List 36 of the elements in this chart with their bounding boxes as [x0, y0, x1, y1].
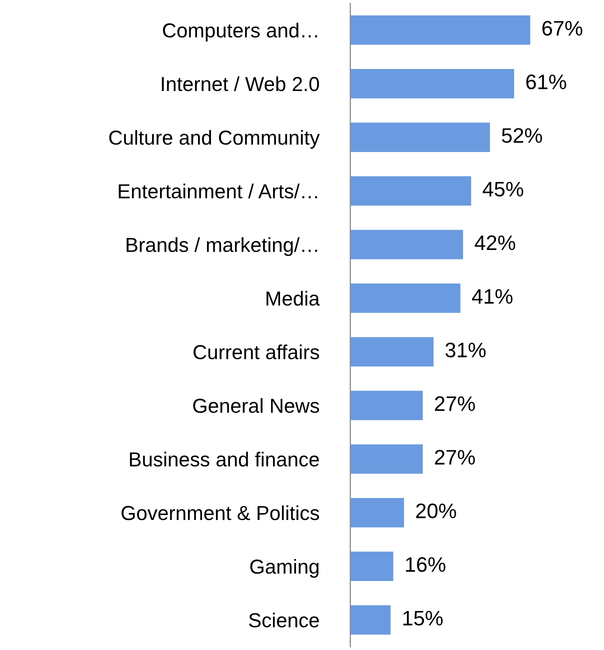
y-tick-label: Media — [266, 290, 320, 306]
y-tick-label: Computers and… — [162, 22, 318, 42]
bar — [350, 337, 434, 367]
y-tick-label: Current affairs — [194, 344, 320, 360]
data-label: 42% — [474, 235, 516, 250]
y-tick-label: Culture and Community — [109, 130, 320, 149]
data-label: 27% — [434, 450, 475, 465]
bar — [350, 176, 472, 206]
bar — [350, 605, 391, 635]
data-label: 45% — [482, 182, 524, 197]
y-tick-label: Business and finance — [130, 452, 319, 467]
bar — [350, 552, 394, 582]
bar — [350, 230, 464, 260]
y-tick-label: Gaming — [250, 559, 318, 578]
data-label: 61% — [526, 74, 566, 90]
y-tick-label: Government & Politics — [122, 505, 320, 520]
data-label: 31% — [445, 342, 486, 358]
data-label: 52% — [502, 128, 542, 143]
y-tick-label: Entertainment / Arts/… — [118, 184, 318, 198]
bar — [350, 68, 514, 98]
bar — [350, 122, 490, 152]
bar — [350, 283, 460, 313]
y-tick-label: Science — [249, 612, 319, 628]
y-tick-label: General News — [193, 398, 320, 413]
bar — [350, 444, 423, 474]
data-label: 15% — [403, 610, 443, 626]
data-label: 20% — [416, 504, 456, 518]
data-label: 67% — [542, 20, 582, 36]
y-tick-label: Brands / marketing/… — [126, 237, 318, 256]
data-label: 27% — [434, 396, 475, 411]
data-label: 16% — [406, 557, 446, 572]
data-label: 41% — [472, 289, 512, 304]
bar — [350, 390, 423, 420]
y-tick-label: Internet / Web 2.0 — [162, 76, 319, 92]
bar — [350, 15, 530, 45]
bar — [350, 498, 404, 528]
